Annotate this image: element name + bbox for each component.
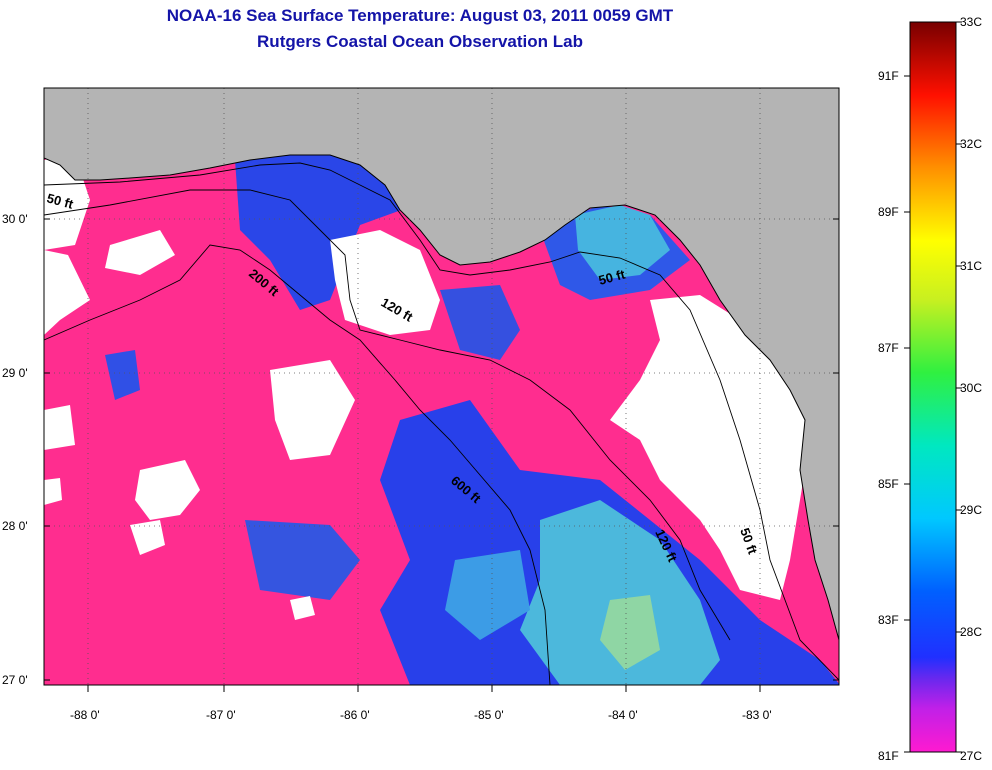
- lon-label: -85 0': [474, 708, 504, 722]
- celsius-label: 31C: [960, 259, 982, 273]
- celsius-label: 33C: [960, 15, 982, 29]
- colorbar: [909, 21, 957, 753]
- land-mass: [44, 88, 839, 641]
- celsius-label: 32C: [960, 137, 982, 151]
- isobath-lines: [44, 162, 839, 685]
- fahrenheit-label: 91F: [878, 69, 899, 83]
- lon-label: -83 0': [742, 708, 772, 722]
- isobath-label: 50 ft: [45, 190, 75, 212]
- fahrenheit-label: 81F: [878, 749, 899, 763]
- celsius-label: 30C: [960, 381, 982, 395]
- lat-label: 27 0': [2, 673, 28, 687]
- lat-label: 29 0': [2, 366, 28, 380]
- lat-label: 30 0': [2, 212, 28, 226]
- lat-label: 28 0': [2, 519, 28, 533]
- map-subtitle: Rutgers Coastal Ocean Observation Lab: [257, 32, 583, 51]
- celsius-label: 29C: [960, 503, 982, 517]
- fahrenheit-label: 89F: [878, 205, 899, 219]
- lon-label: -86 0': [340, 708, 370, 722]
- colorbar-ticks: [904, 21, 962, 753]
- isobath-label: 50 ft: [597, 266, 627, 288]
- frame-ticks: [44, 218, 839, 692]
- fahrenheit-label: 87F: [878, 341, 899, 355]
- map-body: 50 ft 200 ft 120 ft 50 ft 600 ft 120 ft …: [44, 88, 839, 685]
- celsius-label: 28C: [960, 625, 982, 639]
- lon-label: -84 0': [608, 708, 638, 722]
- celsius-label: 27C: [960, 749, 982, 763]
- map-title: NOAA-16 Sea Surface Temperature: August …: [166, 6, 674, 25]
- lon-label: -88 0': [70, 708, 100, 722]
- teal-water-regions: [445, 205, 720, 685]
- fahrenheit-label: 83F: [878, 613, 899, 627]
- fahrenheit-label: 85F: [878, 477, 899, 491]
- lon-label: -87 0': [206, 708, 236, 722]
- map-frame: [43, 87, 840, 686]
